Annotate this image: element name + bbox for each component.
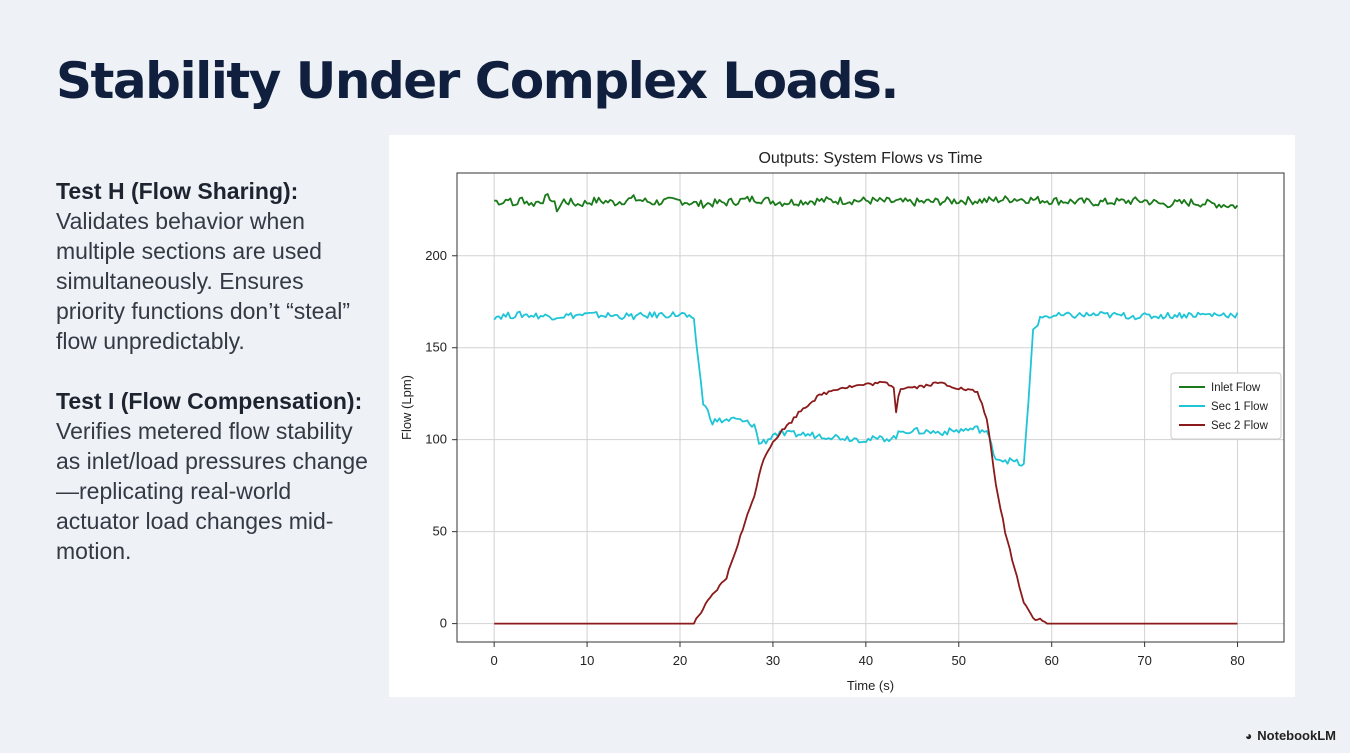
flow-chart: 0 10 20 30 40 50 60 70 80 0 50 100 150 200 Outputs: Sy… [399,150,1285,693]
test-h-heading: Test H (Flow Sharing): [56,178,299,204]
legend-label: Sec 1 Flow [1211,401,1269,413]
y-tick-label: 50 [433,524,447,539]
test-i-heading: Test I (Flow Compensation): [56,388,363,414]
x-tick-label: 50 [952,653,966,668]
x-tick-label: 80 [1230,653,1244,668]
x-axis-label: Time (s) [847,678,894,693]
x-tick-label: 60 [1044,653,1058,668]
x-tick-label: 0 [491,653,498,668]
test-h-text: Validates behavior when multiple section… [56,208,351,354]
x-tick-label: 30 [766,653,780,668]
test-i-block: Test I (Flow Compensation): Verifies met… [56,386,376,566]
page-title: Stability Under Complex Loads. [56,52,899,110]
series-line-2 [493,310,1239,467]
chart-panel: 0 10 20 30 40 50 60 70 80 0 50 100 150 200 Outputs: Sy… [389,135,1295,697]
x-tick-label: 40 [859,653,873,668]
legend-label: Sec 2 Flow [1211,420,1269,432]
y-tick-label: 150 [425,340,447,355]
test-h-block: Test H (Flow Sharing): Validates behavio… [56,176,376,356]
y-tick-label: 200 [425,248,447,263]
x-tick-label: 10 [580,653,594,668]
legend-box [1170,372,1282,440]
brand-label: NotebookLM [1257,728,1336,743]
series-line-1 [494,193,1239,213]
y-tick-label: 0 [440,616,447,631]
notebooklm-logo-icon: ◕ [1245,728,1253,743]
x-tick-label: 70 [1137,653,1151,668]
y-tick-label: 100 [425,432,447,447]
x-tick-label: 20 [673,653,687,668]
test-i-text: Verifies metered flow stability as inlet… [56,418,368,564]
legend-label: Inlet Flow [1211,382,1261,394]
brand: ◕ NotebookLM [1245,728,1336,743]
series-line-3 [494,380,1238,625]
plot-frame [456,172,1285,643]
chart-title: Outputs: System Flows vs Time [758,150,982,167]
y-axis-label: Flow (Lpm) [399,375,414,440]
description-panel: Test H (Flow Sharing): Validates behavio… [56,176,376,596]
